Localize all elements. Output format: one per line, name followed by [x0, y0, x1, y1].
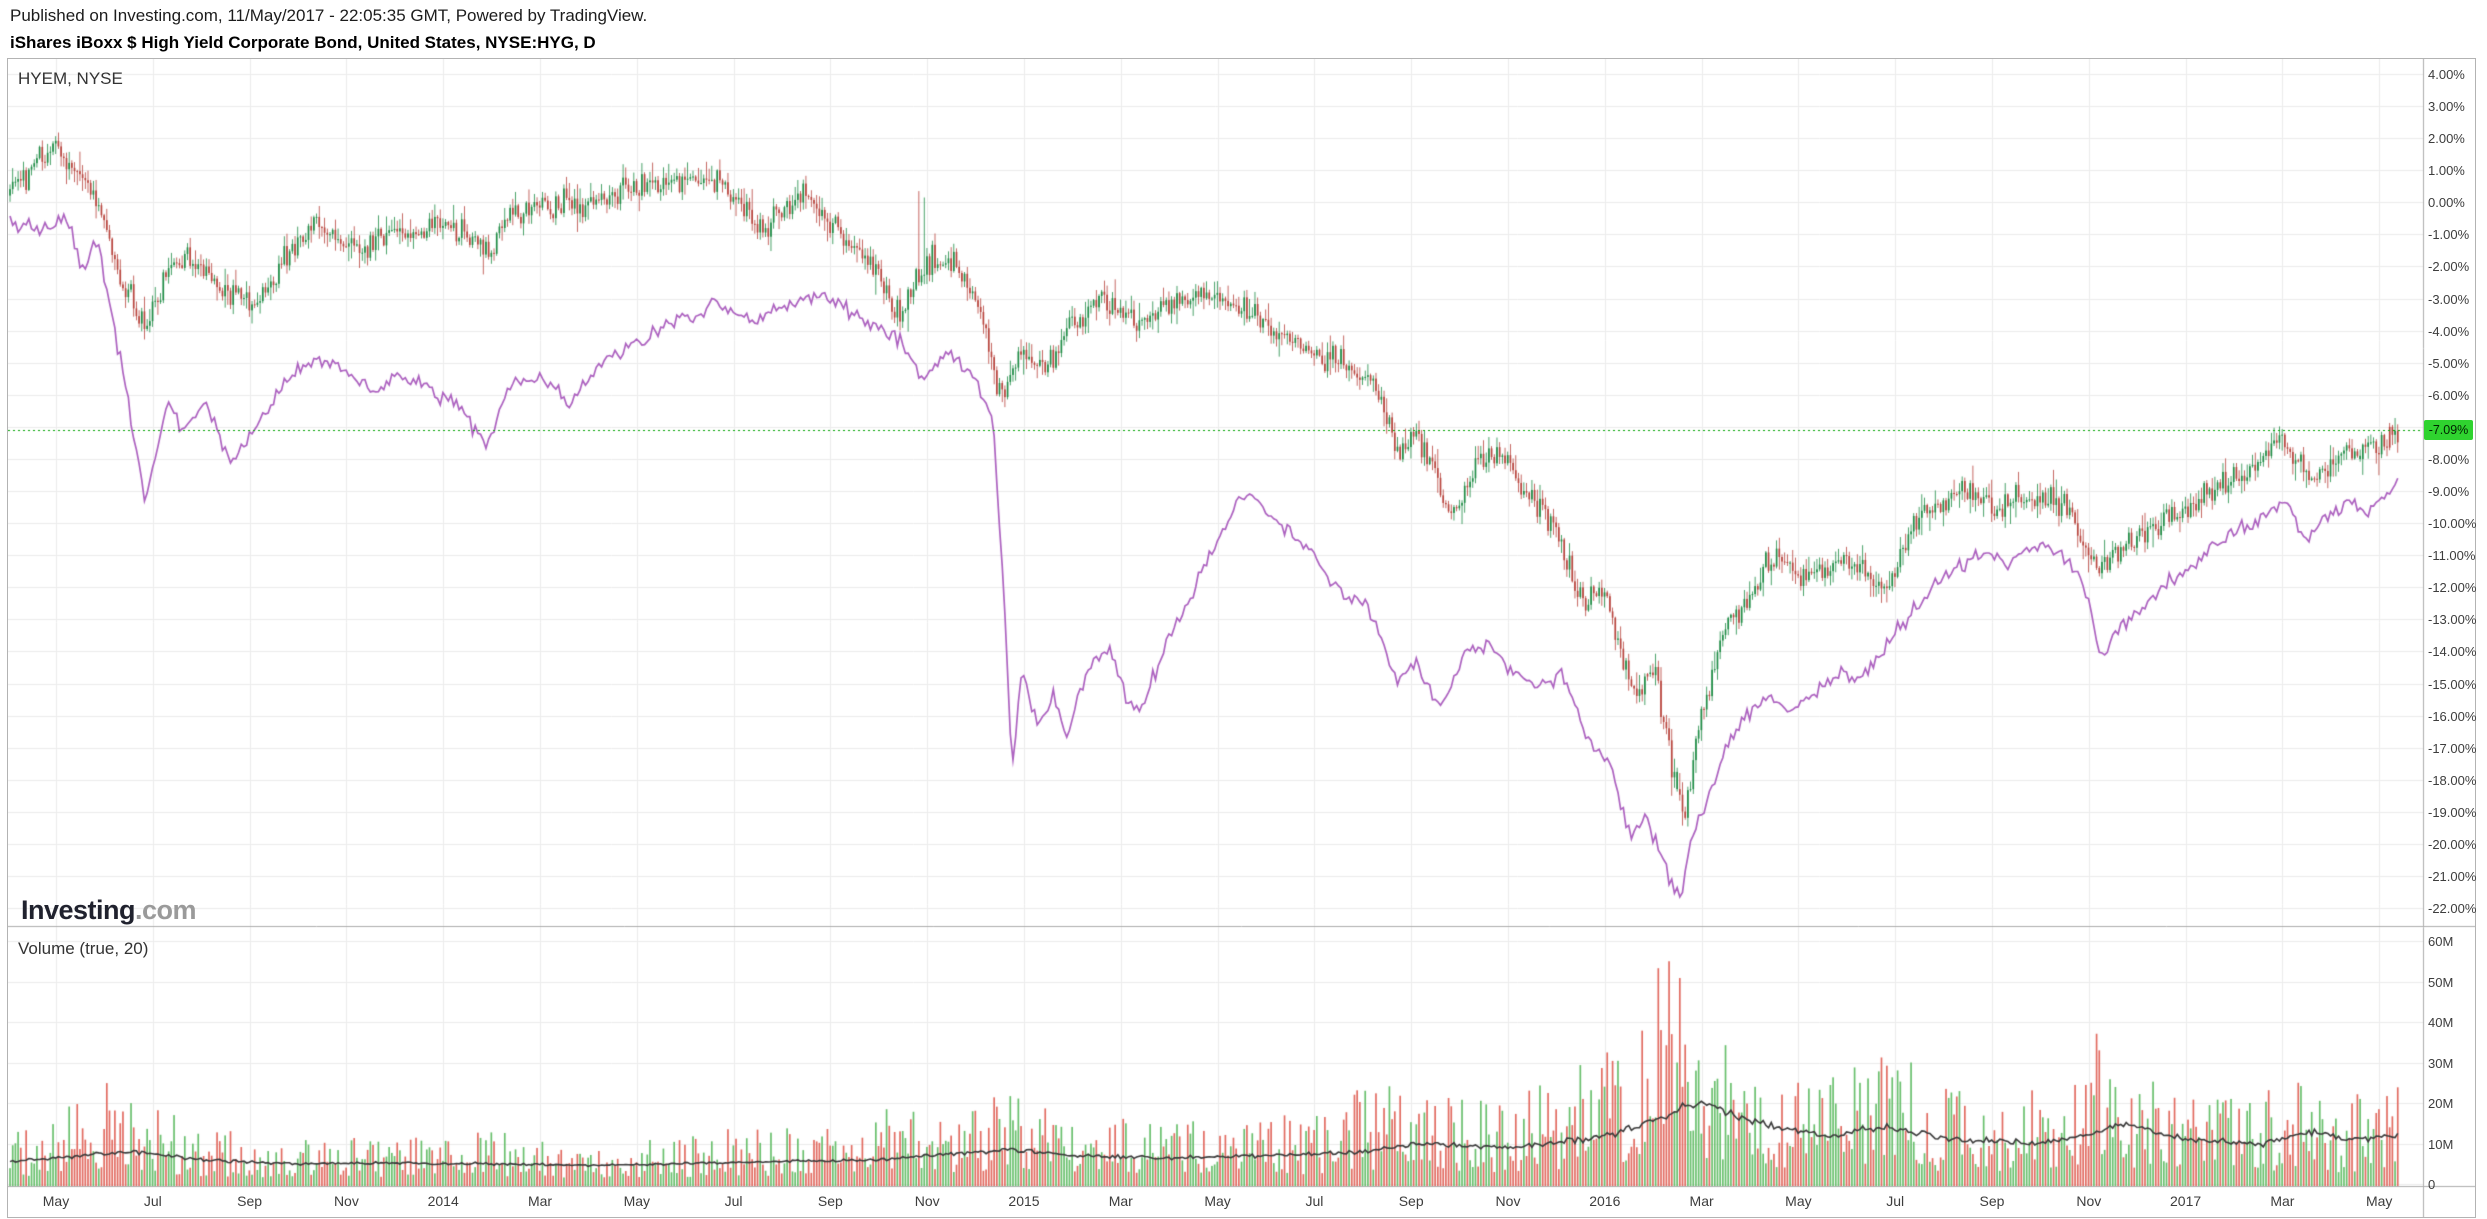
price-axis-label: -17.00% — [2428, 740, 2477, 756]
volume-axis-label: 60M — [2428, 934, 2454, 949]
price-volume-canvas — [8, 59, 2475, 1217]
price-axis-label: -5.00% — [2428, 355, 2470, 371]
price-axis: 4.00% 3.00% 2.00% 1.00% 0.00% -1.00% -2.00% -3.… — [2423, 59, 2477, 1217]
time-axis-label: Sep — [1398, 1193, 1424, 1209]
time-axis: May Jul Sep Nov 2014 Mar May Jul Sep Nov 2015 Mar Ma… — [8, 1186, 2423, 1217]
volume-axis-label: 40M — [2428, 1015, 2454, 1030]
price-axis-label: -15.00% — [2428, 676, 2477, 692]
price-axis-label: 2.00% — [2428, 131, 2465, 147]
price-axis-label: -18.00% — [2428, 772, 2477, 788]
time-axis-label: 2017 — [2170, 1193, 2202, 1209]
volume-indicator-label: Volume (true, 20) — [18, 939, 149, 958]
time-axis-label: 2015 — [1008, 1193, 1040, 1209]
price-axis-label: 0.00% — [2428, 195, 2465, 211]
time-axis-label: Nov — [333, 1193, 359, 1209]
price-axis-label: -10.00% — [2428, 516, 2477, 532]
watermark-bold: Investing — [21, 895, 136, 925]
price-axis-label: -22.00% — [2428, 901, 2477, 917]
time-axis-label: 2014 — [427, 1193, 459, 1209]
price-axis-label: -2.00% — [2428, 259, 2470, 275]
last-value-badge: -7.09% — [2424, 419, 2473, 440]
time-axis-label: Mar — [2270, 1193, 2295, 1209]
time-axis-label: Sep — [237, 1193, 263, 1209]
price-axis-label: 1.00% — [2428, 163, 2465, 179]
header: Published on Investing.com, 11/May/2017 … — [10, 6, 647, 53]
time-axis-label: Jul — [1886, 1193, 1905, 1209]
price-axis-label: -6.00% — [2428, 387, 2470, 403]
price-axis-label: -16.00% — [2428, 708, 2477, 724]
price-axis-label: -8.00% — [2428, 451, 2470, 467]
price-axis-label: -1.00% — [2428, 227, 2470, 243]
time-axis-label: May — [1785, 1193, 1812, 1209]
volume-axis-label: 50M — [2428, 974, 2454, 990]
time-axis-label: Mar — [1689, 1193, 1714, 1209]
time-axis-label: Sep — [1979, 1193, 2005, 1209]
time-axis-label: May — [623, 1193, 651, 1209]
price-axis-label: -19.00% — [2428, 804, 2477, 820]
time-axis-label: May — [1204, 1193, 1231, 1209]
time-axis-label: Jul — [724, 1193, 743, 1209]
chart-title: iShares iBoxx $ High Yield Corporate Bon… — [10, 33, 596, 52]
price-axis-label: -4.00% — [2428, 323, 2470, 339]
chart-container: HYEM, NYSE Investing.com Volume (true, 2… — [7, 58, 2476, 1218]
price-axis-label: -14.00% — [2428, 644, 2477, 660]
price-axis-label: -21.00% — [2428, 869, 2477, 884]
volume-axis-label: 10M — [2428, 1136, 2454, 1152]
time-axis-label: Jul — [1305, 1193, 1324, 1209]
time-axis-label: Nov — [1495, 1193, 1521, 1209]
time-axis-label: May — [42, 1193, 70, 1209]
price-axis-label: -12.00% — [2428, 580, 2477, 596]
time-axis-label: Nov — [914, 1193, 940, 1209]
time-axis-label: Jul — [143, 1193, 162, 1209]
watermark-suffix: .com — [135, 895, 197, 925]
time-axis-label: Mar — [527, 1193, 553, 1209]
price-axis-label: 3.00% — [2428, 99, 2465, 115]
time-axis-label: Nov — [2076, 1193, 2102, 1209]
volume-axis-label: 30M — [2428, 1055, 2454, 1071]
price-axis-label: -3.00% — [2428, 291, 2470, 307]
price-axis-label: 4.00% — [2428, 67, 2465, 82]
price-axis-label: -9.00% — [2428, 484, 2470, 500]
price-axis-label: -13.00% — [2428, 612, 2477, 628]
time-axis-label: 2016 — [1589, 1193, 1621, 1209]
investing-watermark: Investing.com — [21, 895, 197, 926]
price-axis-label: -11.00% — [2428, 548, 2476, 564]
volume-axis-label: 20M — [2428, 1096, 2454, 1111]
compare-symbol-label: HYEM, NYSE — [18, 69, 123, 88]
time-axis-label: Sep — [817, 1193, 843, 1209]
time-axis-label: May — [2365, 1193, 2393, 1209]
time-axis-label: Mar — [1108, 1193, 1133, 1209]
published-line: Published on Investing.com, 11/May/2017 … — [10, 6, 648, 25]
price-axis-label: -20.00% — [2428, 836, 2477, 852]
volume-axis-label: 0 — [2428, 1177, 2436, 1192]
